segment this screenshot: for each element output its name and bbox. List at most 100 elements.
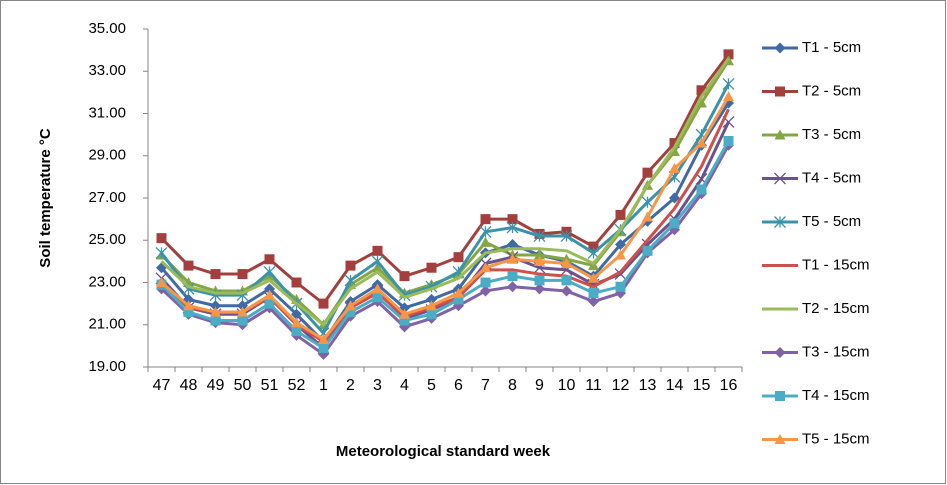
- y-tick-label: 29.00: [88, 147, 126, 164]
- marker: [210, 269, 221, 280]
- marker: [507, 281, 518, 293]
- marker: [696, 137, 707, 148]
- marker: [615, 281, 626, 292]
- marker: [399, 308, 410, 319]
- x-tick-label: 7: [481, 377, 490, 394]
- x-tick-label: 13: [639, 377, 657, 394]
- marker: [669, 162, 680, 173]
- marker: [291, 317, 302, 328]
- marker: [183, 300, 194, 311]
- x-tick-label: 12: [612, 377, 630, 394]
- marker: [237, 315, 248, 326]
- y-tick-label: 27.00: [88, 189, 126, 206]
- marker: [615, 249, 626, 260]
- marker: [480, 214, 491, 225]
- marker: [480, 236, 491, 247]
- marker: [264, 298, 275, 309]
- legend-label: T5 - 5cm: [802, 213, 861, 230]
- series-line: [160, 102, 730, 344]
- marker: [345, 300, 356, 311]
- marker: [642, 167, 653, 178]
- x-tick-label: 2: [346, 377, 355, 394]
- marker: [399, 315, 410, 326]
- marker: [318, 298, 329, 309]
- marker: [264, 254, 275, 265]
- marker: [345, 307, 356, 318]
- y-tick-label: 21.00: [88, 316, 126, 333]
- marker: [723, 91, 734, 102]
- marker: [775, 391, 785, 401]
- marker: [237, 300, 248, 312]
- marker: [696, 85, 707, 96]
- marker: [480, 277, 491, 288]
- x-tick-label: 47: [153, 377, 171, 394]
- marker: [534, 275, 545, 286]
- legend-label: T2 - 15cm: [802, 300, 870, 317]
- marker: [722, 77, 735, 90]
- x-tick-label: 52: [288, 377, 306, 394]
- marker: [263, 265, 276, 278]
- series-line: [160, 53, 730, 306]
- x-tick-label: 6: [454, 377, 463, 394]
- marker: [669, 192, 680, 204]
- marker: [371, 255, 384, 268]
- marker: [264, 289, 275, 300]
- marker: [774, 216, 786, 228]
- marker: [156, 233, 167, 244]
- y-tick-label: 35.00: [88, 20, 126, 37]
- x-tick-label: 16: [720, 377, 738, 394]
- marker: [774, 172, 786, 185]
- marker: [399, 271, 410, 282]
- legend-label: T3 - 15cm: [802, 343, 870, 360]
- x-tick-label: 51: [261, 377, 279, 394]
- x-tick-label: 3: [373, 377, 382, 394]
- marker: [723, 49, 734, 60]
- x-axis-title: Meteorological standard week: [336, 443, 551, 460]
- marker: [372, 292, 383, 303]
- marker: [372, 262, 383, 273]
- y-axis-title: Soil temperature °C: [37, 128, 54, 268]
- legend-label: T1 - 15cm: [802, 256, 870, 273]
- marker: [615, 238, 626, 250]
- marker: [642, 211, 653, 222]
- marker: [480, 285, 491, 297]
- marker: [237, 306, 248, 317]
- marker: [318, 342, 329, 353]
- marker: [588, 272, 599, 283]
- x-tick-label: 10: [558, 377, 576, 394]
- marker: [669, 138, 680, 149]
- marker: [183, 260, 194, 271]
- marker: [588, 288, 599, 299]
- marker: [534, 283, 545, 295]
- marker: [534, 249, 545, 260]
- marker: [534, 255, 545, 266]
- x-tick-label: 8: [508, 377, 517, 394]
- marker: [588, 296, 599, 308]
- marker: [642, 245, 653, 256]
- marker: [588, 260, 599, 271]
- marker: [453, 252, 464, 263]
- marker: [344, 274, 357, 287]
- marker: [479, 225, 492, 238]
- marker: [480, 262, 491, 273]
- marker: [561, 275, 572, 286]
- marker: [426, 309, 437, 320]
- marker: [588, 241, 599, 252]
- y-tick-label: 23.00: [88, 273, 126, 290]
- marker: [426, 262, 437, 273]
- x-tick-label: 49: [207, 377, 225, 394]
- marker: [291, 308, 302, 320]
- x-tick-label: 5: [427, 377, 436, 394]
- marker: [774, 434, 786, 444]
- marker: [775, 86, 785, 97]
- series-line: [160, 57, 730, 327]
- marker: [615, 209, 626, 220]
- marker: [210, 306, 221, 317]
- marker: [291, 326, 302, 337]
- marker: [210, 300, 221, 312]
- marker: [723, 135, 734, 146]
- x-tick-label: 14: [666, 377, 684, 394]
- marker: [774, 129, 786, 140]
- marker: [774, 42, 786, 54]
